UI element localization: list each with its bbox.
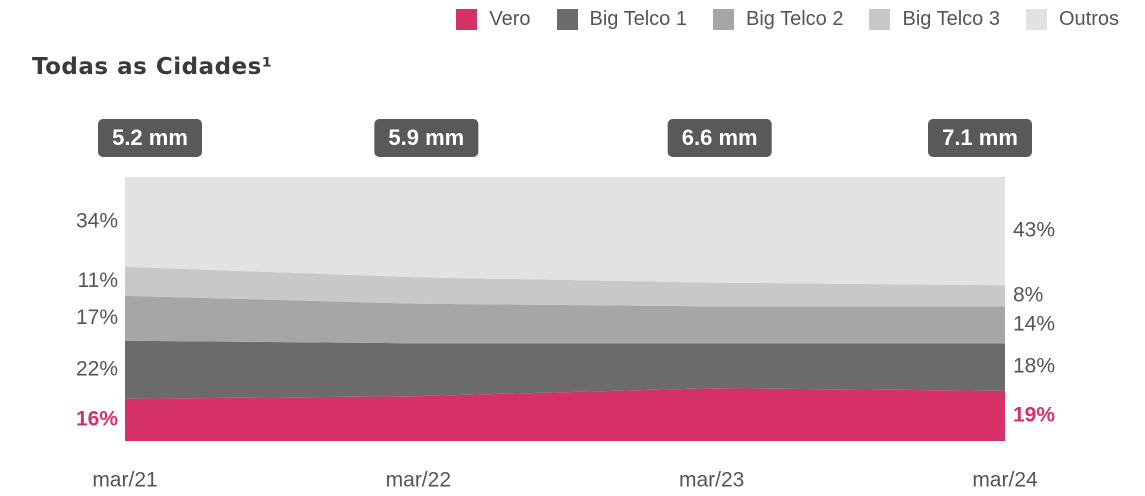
plot-area (125, 177, 1005, 441)
value-label: 19% (1013, 403, 1055, 426)
chart-title: Todas as Cidades¹ (32, 54, 273, 80)
value-label: 14% (1013, 312, 1055, 335)
value-label: 11% (78, 269, 118, 292)
x-tick-label: mar/22 (386, 469, 451, 492)
value-label: 17% (76, 306, 118, 329)
area (125, 177, 1005, 286)
legend: Vero Big Telco 1 Big Telco 2 Big Telco 3 Out… (456, 8, 1119, 31)
value-label: 34% (76, 209, 118, 232)
legend-swatch (1025, 9, 1047, 30)
total-badge (98, 119, 202, 157)
total-badge (667, 119, 772, 157)
total-label: 5.2 mm (112, 125, 188, 150)
value-label: 18% (1013, 355, 1055, 378)
area (125, 388, 1005, 441)
legend-item: Big Telco 2 (713, 8, 843, 31)
value-label: 8% (1013, 283, 1043, 306)
area (125, 266, 1005, 307)
total-label: 7.1 mm (942, 125, 1018, 150)
x-tick-label: mar/21 (92, 469, 157, 492)
legend-item: Vero (456, 8, 531, 31)
value-label: 22% (76, 357, 118, 380)
x-tick-label: mar/23 (679, 469, 744, 492)
legend-label: Big Telco 3 (902, 8, 1000, 30)
legend-label: Big Telco 1 (589, 8, 687, 30)
value-label: 43% (1013, 219, 1055, 242)
legend-label: Outros (1058, 8, 1119, 30)
legend-label: Big Telco 2 (746, 8, 844, 30)
legend-swatch (713, 9, 734, 30)
legend-item: Big Telco 3 (869, 8, 1000, 31)
area (125, 340, 1005, 399)
total-label: 6.6 mm (682, 125, 758, 150)
total-badge (374, 119, 479, 157)
legend-label: Vero (489, 8, 531, 30)
legend-swatch (869, 9, 891, 30)
legend-swatch (556, 9, 578, 30)
value-label: 16% (76, 407, 118, 430)
legend-item: Big Telco 1 (556, 8, 687, 31)
total-badge (928, 119, 1032, 157)
total-label: 5.9 mm (388, 125, 464, 150)
legend-swatch (456, 9, 478, 30)
x-tick-label: mar/24 (972, 469, 1038, 492)
legend-item: Outros (1025, 8, 1119, 31)
area (125, 295, 1005, 344)
